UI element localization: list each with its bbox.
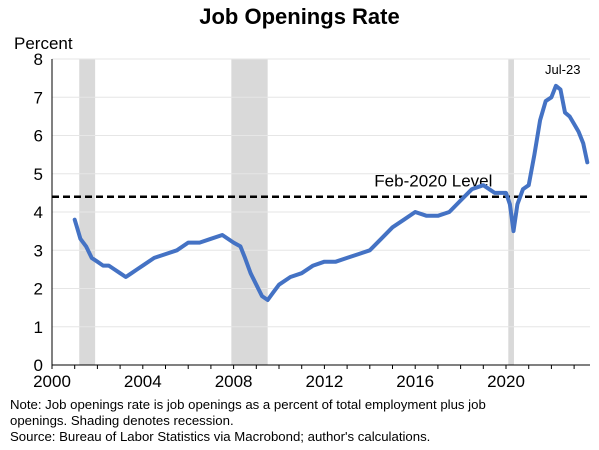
y-tick-label-8: 8 bbox=[34, 50, 43, 69]
annotation-0: Jul-23 bbox=[545, 62, 580, 77]
reference-line-label: Feb-2020 Level bbox=[374, 172, 492, 191]
y-axis-label: Percent bbox=[14, 34, 73, 53]
y-tick-label-5: 5 bbox=[34, 165, 43, 184]
y-tick-label-4: 4 bbox=[34, 203, 43, 222]
y-tick-label-6: 6 bbox=[34, 127, 43, 146]
series-line-0 bbox=[72, 83, 590, 302]
y-tick-label-3: 3 bbox=[34, 241, 43, 260]
y-tick-label-0: 0 bbox=[34, 356, 43, 375]
x-tick-label-2008: 2008 bbox=[215, 372, 253, 391]
x-tick-label-2004: 2004 bbox=[124, 372, 162, 391]
x-tick-label-2020: 2020 bbox=[487, 372, 525, 391]
y-tick-label-7: 7 bbox=[34, 88, 43, 107]
x-tick-label-2016: 2016 bbox=[396, 372, 434, 391]
y-tick-label-1: 1 bbox=[34, 318, 43, 337]
source-line: Source: Bureau of Labor Statistics via M… bbox=[10, 429, 431, 444]
x-tick-label-2000: 2000 bbox=[33, 372, 71, 391]
chart-notes: Note: Job openings rate is job openings … bbox=[10, 397, 595, 445]
chart-title: Job Openings Rate bbox=[199, 4, 400, 29]
note-line-2: openings. Shading denotes recession. bbox=[10, 413, 234, 428]
y-tick-label-2: 2 bbox=[34, 280, 43, 299]
note-line-1: Note: Job openings rate is job openings … bbox=[10, 397, 486, 412]
x-tick-label-2012: 2012 bbox=[305, 372, 343, 391]
